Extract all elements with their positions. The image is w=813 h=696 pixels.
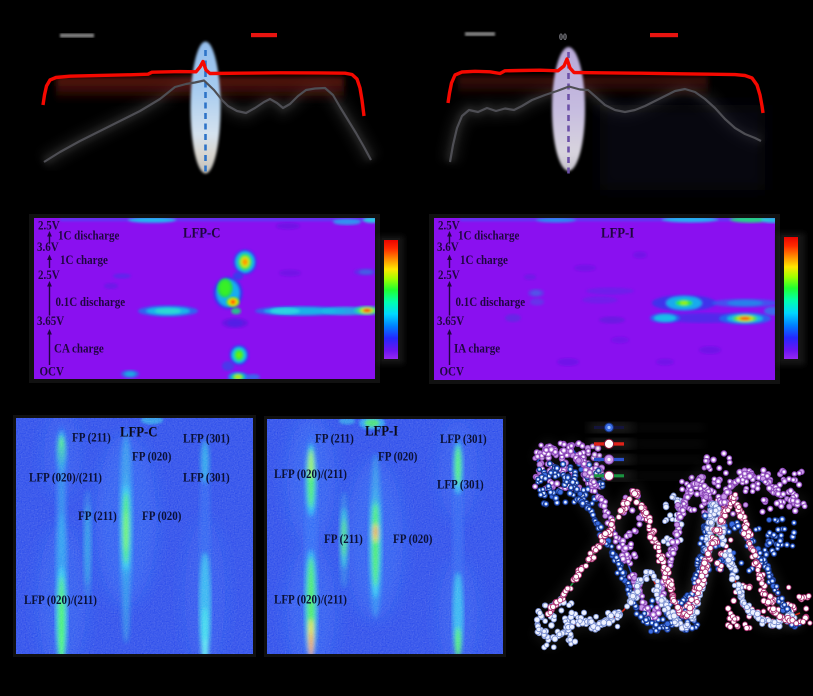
svg-text:2.5V: 2.5V: [38, 219, 60, 233]
svg-text:LFP (020)/(211): LFP (020)/(211): [24, 593, 97, 607]
svg-text:0.1C discharge: 0.1C discharge: [456, 295, 526, 309]
svg-text:1C charge: 1C charge: [60, 253, 108, 267]
svg-text:3.65V: 3.65V: [437, 314, 465, 328]
svg-text:OCV: OCV: [440, 365, 465, 379]
svg-text:FP (020): FP (020): [393, 532, 432, 546]
svg-text:2.5V: 2.5V: [438, 219, 460, 233]
svg-text:FP (211): FP (211): [78, 509, 117, 523]
svg-text:FP (020): FP (020): [378, 450, 417, 464]
svg-text:CA charge: CA charge: [54, 342, 104, 356]
svg-text:00: 00: [559, 32, 567, 43]
svg-text:3.6V: 3.6V: [437, 240, 459, 254]
svg-text:FP (211): FP (211): [315, 432, 354, 446]
svg-text:2.5V: 2.5V: [38, 268, 60, 282]
svg-text:3.65V: 3.65V: [37, 314, 65, 328]
svg-text:LFP (301): LFP (301): [183, 432, 230, 446]
svg-text:FP (020): FP (020): [142, 509, 181, 523]
svg-text:1C discharge: 1C discharge: [58, 229, 119, 243]
svg-text:1C charge: 1C charge: [460, 253, 508, 267]
svg-text:LFP (020)/(211): LFP (020)/(211): [274, 467, 347, 481]
svg-text:OCV: OCV: [40, 365, 65, 379]
svg-text:LFP-C: LFP-C: [183, 226, 221, 242]
svg-text:1C discharge: 1C discharge: [458, 229, 519, 243]
svg-text:3.6V: 3.6V: [37, 240, 59, 254]
svg-text:2.5V: 2.5V: [438, 268, 460, 282]
svg-text:LFP-C: LFP-C: [120, 425, 158, 441]
svg-text:0.1C discharge: 0.1C discharge: [56, 295, 126, 309]
svg-text:LFP (301): LFP (301): [437, 478, 484, 492]
svg-text:LFP (020)/(211): LFP (020)/(211): [29, 471, 102, 485]
svg-text:FP (211): FP (211): [72, 431, 111, 445]
svg-text:LFP-I: LFP-I: [601, 226, 634, 242]
svg-text:IA charge: IA charge: [454, 342, 500, 356]
svg-text:LFP (020)/(211): LFP (020)/(211): [274, 593, 347, 607]
svg-text:FP (020): FP (020): [132, 450, 171, 464]
svg-text:LFP (301): LFP (301): [183, 471, 230, 485]
svg-text:LFP (301): LFP (301): [440, 432, 487, 446]
svg-text:LFP-I: LFP-I: [365, 424, 398, 440]
svg-text:FP (211): FP (211): [324, 532, 363, 546]
